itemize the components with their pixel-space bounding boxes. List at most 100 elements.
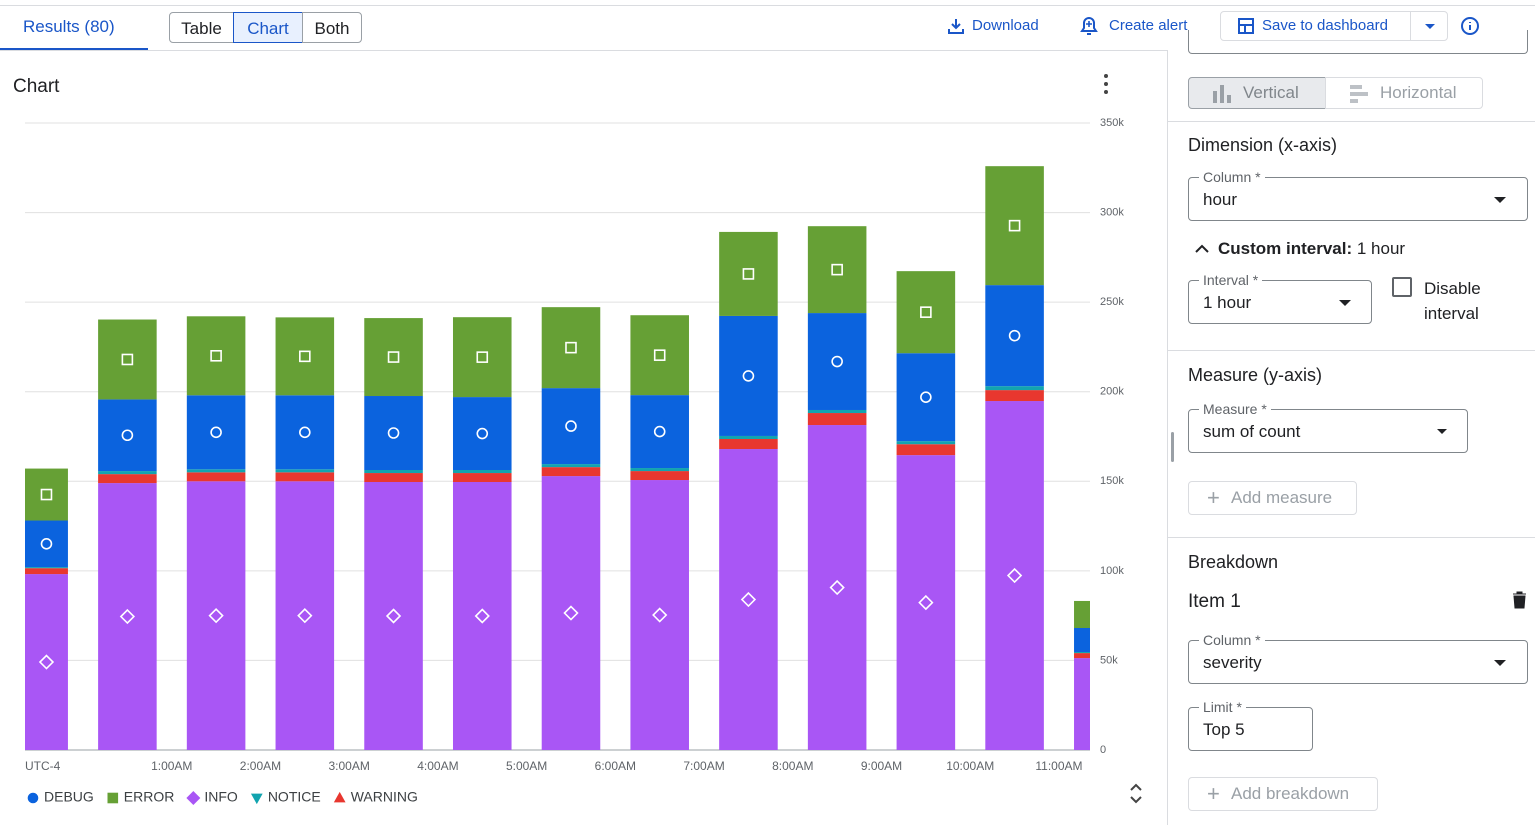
bar-segment	[452, 397, 512, 470]
bar-segment	[896, 455, 956, 750]
bar-segment	[896, 353, 956, 442]
results-tab[interactable]: Results (80)	[23, 17, 115, 36]
alert-icon[interactable]	[1078, 14, 1100, 38]
field-value: Top 5	[1203, 720, 1245, 739]
point-marker	[742, 268, 755, 280]
section-title: Breakdown	[1188, 552, 1279, 572]
point-marker	[920, 391, 932, 403]
limit-field[interactable]: Limit * Top 5	[1188, 699, 1313, 751]
field-value: sum of count	[1203, 422, 1301, 441]
field-value: severity	[1203, 653, 1262, 672]
point-marker	[831, 263, 843, 276]
bar-segment	[985, 386, 1044, 391]
point-marker	[652, 607, 668, 623]
chart-menu[interactable]	[1104, 74, 1108, 94]
custom-interval[interactable]: Custom interval: 1 hour	[1218, 239, 1405, 259]
bar-segment	[186, 395, 246, 470]
info-icon[interactable]	[1461, 17, 1479, 35]
bar-segment	[630, 315, 689, 396]
resize-handle[interactable]	[1171, 432, 1174, 462]
download-icon[interactable]	[947, 17, 965, 35]
y-tick-label: 100k	[1100, 565, 1124, 577]
bar-segment	[25, 520, 68, 568]
point-marker	[119, 608, 136, 625]
x-tick-label: 1:00AM	[151, 759, 192, 773]
field-label: Limit *	[1199, 699, 1246, 715]
bar-segment	[719, 315, 778, 436]
point-marker	[831, 355, 843, 368]
measure-select[interactable]: Measure * sum of count	[1188, 401, 1468, 453]
tab-border	[0, 50, 1167, 51]
y-tick-label: 200k	[1100, 386, 1124, 398]
view-toggle[interactable]: Chart	[233, 12, 303, 43]
add-measure-button[interactable]: Add measure	[1188, 481, 1357, 515]
bar-segment	[98, 474, 157, 484]
interval-select[interactable]: Interval * 1 hour	[1188, 272, 1372, 324]
bar-segment	[186, 472, 246, 482]
dropdown-arrow	[1437, 429, 1447, 434]
breakdown-column-select[interactable]: Column * severity	[1188, 632, 1528, 684]
dashboard-icon[interactable]	[1238, 18, 1254, 34]
bar-segment	[541, 388, 601, 465]
download-button[interactable]: Download	[972, 17, 1039, 34]
create-alert-button[interactable]: Create alert	[1109, 17, 1188, 34]
bar-segment	[98, 319, 157, 400]
checkbox[interactable]	[1392, 277, 1412, 297]
point-marker	[387, 427, 400, 439]
bar-segment	[364, 473, 423, 483]
point-marker	[40, 538, 53, 550]
column-select[interactable]: Column * hour	[1188, 169, 1528, 221]
bar-segment	[452, 473, 512, 483]
bar-segment	[719, 231, 778, 316]
vertical-toggle[interactable]	[1188, 77, 1326, 109]
point-marker	[40, 488, 53, 501]
legend-label: INFO	[204, 789, 238, 805]
point-marker	[208, 608, 224, 624]
item-title: Item 1	[1188, 591, 1241, 612]
x-tick-label: 10:00AM	[946, 759, 994, 773]
bar-segment	[630, 395, 689, 469]
point-marker	[121, 353, 134, 366]
bar-segment	[186, 481, 246, 750]
view-toggle[interactable]: Both	[302, 12, 362, 43]
bar-segment	[807, 409, 867, 414]
point-marker	[918, 594, 934, 611]
y-tick-label: 150k	[1100, 475, 1124, 487]
point-marker	[476, 351, 489, 363]
toggle-label: Horizontal	[1380, 83, 1457, 102]
point-marker	[565, 341, 577, 354]
add-breakdown-button[interactable]: Add breakdown	[1188, 777, 1378, 811]
delete-icon[interactable]	[1512, 591, 1527, 609]
bar-segment	[1074, 653, 1090, 659]
legend-swatch	[333, 791, 346, 803]
bar-segment	[452, 469, 512, 474]
legend-label: ERROR	[124, 789, 175, 805]
field-label: Measure *	[1199, 401, 1271, 417]
bar-segment	[630, 480, 689, 750]
bar-segment	[1074, 600, 1090, 629]
field-label: Column *	[1199, 169, 1265, 185]
field-label: Column *	[1199, 632, 1265, 648]
bar-segment	[25, 567, 68, 569]
expand-icon[interactable]	[1130, 783, 1142, 804]
collapse-icon[interactable]	[1194, 242, 1210, 254]
point-marker	[653, 349, 666, 361]
legend-label: NOTICE	[268, 789, 321, 805]
chart: Chart 0 50k 100k 150k 200k 250k 300k 350k 1:00AM…	[13, 74, 1142, 805]
bar-segment	[452, 317, 512, 398]
horizontal-icon	[1350, 85, 1368, 103]
bar-segment	[25, 574, 68, 750]
save-menu-arrow[interactable]	[1425, 24, 1435, 29]
save-button[interactable]: Save to dashboard	[1262, 17, 1388, 34]
bar-segment	[807, 226, 867, 314]
custom-interval-label: Custom interval:	[1218, 239, 1353, 258]
horizontal-toggle[interactable]	[1325, 77, 1483, 109]
bar-segment	[985, 166, 1044, 286]
bar-segment	[985, 401, 1044, 750]
point-marker	[565, 420, 577, 432]
dropdown-arrow	[1339, 300, 1351, 306]
point-marker	[1008, 219, 1021, 232]
section-title: Measure (y-axis)	[1188, 365, 1323, 385]
bar-segment	[807, 425, 867, 750]
x-tick-label: 9:00AM	[861, 759, 902, 773]
